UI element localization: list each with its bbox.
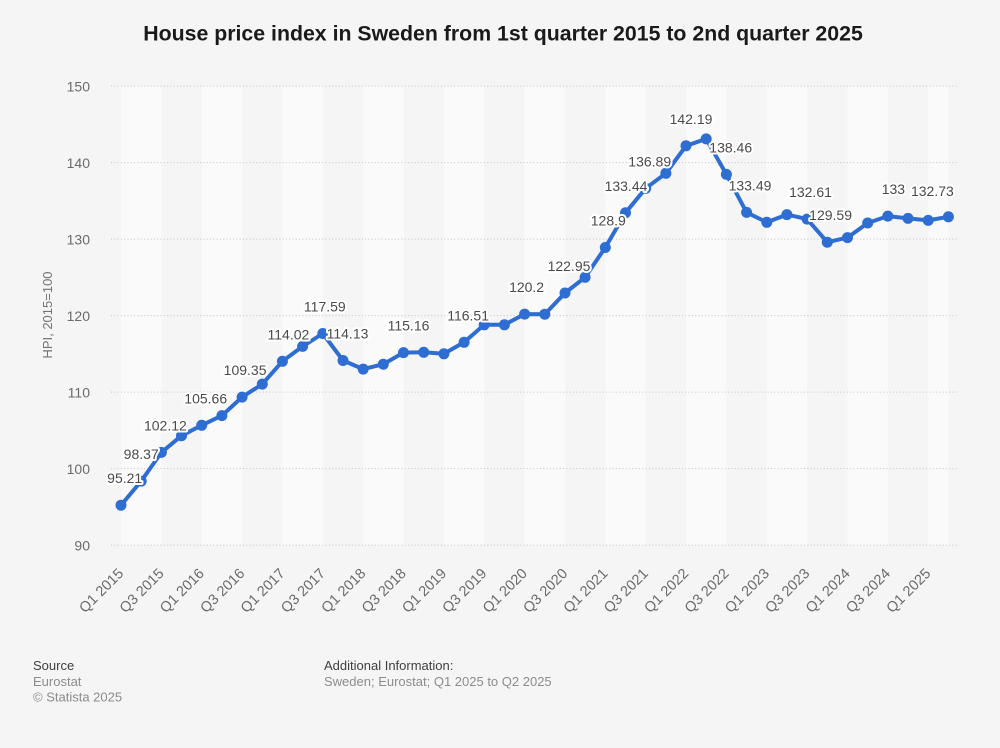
svg-text:133.44: 133.44	[605, 178, 648, 194]
svg-text:132.61: 132.61	[789, 184, 832, 200]
svg-text:114.02: 114.02	[268, 326, 310, 342]
svg-text:98.37: 98.37	[124, 446, 159, 462]
svg-text:120.2: 120.2	[509, 279, 544, 295]
svg-text:117.59: 117.59	[304, 299, 346, 315]
svg-text:140: 140	[67, 155, 91, 171]
svg-text:Eurostat: Eurostat	[33, 674, 82, 689]
svg-text:142.19: 142.19	[670, 111, 713, 127]
svg-text:© Statista 2025: © Statista 2025	[33, 690, 122, 705]
svg-text:132.73: 132.73	[911, 183, 954, 199]
svg-text:House price index in Sweden fr: House price index in Sweden from 1st qua…	[143, 22, 863, 46]
svg-text:116.51: 116.51	[447, 307, 489, 323]
svg-text:102.12: 102.12	[144, 417, 187, 433]
svg-text:133: 133	[882, 181, 906, 197]
svg-text:133.49: 133.49	[729, 177, 772, 193]
svg-text:138.46: 138.46	[709, 139, 752, 155]
svg-text:Source: Source	[33, 658, 74, 673]
svg-text:HPI, 2015=100: HPI, 2015=100	[40, 271, 55, 358]
svg-text:110: 110	[68, 384, 91, 400]
svg-text:95.21: 95.21	[107, 470, 142, 486]
svg-text:Additional Information:: Additional Information:	[324, 658, 453, 673]
svg-text:150: 150	[67, 78, 91, 94]
svg-text:105.66: 105.66	[184, 390, 227, 406]
svg-text:130: 130	[67, 231, 91, 247]
svg-text:136.89: 136.89	[628, 153, 671, 169]
svg-text:114.13: 114.13	[327, 326, 369, 342]
svg-text:100: 100	[67, 461, 91, 477]
svg-text:115.16: 115.16	[388, 318, 430, 334]
svg-text:129.59: 129.59	[809, 207, 852, 223]
svg-text:Sweden; Eurostat; Q1 2025 to Q: Sweden; Eurostat; Q1 2025 to Q2 2025	[324, 674, 552, 689]
svg-text:109.35: 109.35	[224, 362, 267, 378]
svg-text:120: 120	[67, 308, 91, 324]
svg-text:128.9: 128.9	[591, 213, 626, 229]
svg-text:90: 90	[74, 537, 90, 553]
svg-text:122.95: 122.95	[548, 258, 591, 274]
